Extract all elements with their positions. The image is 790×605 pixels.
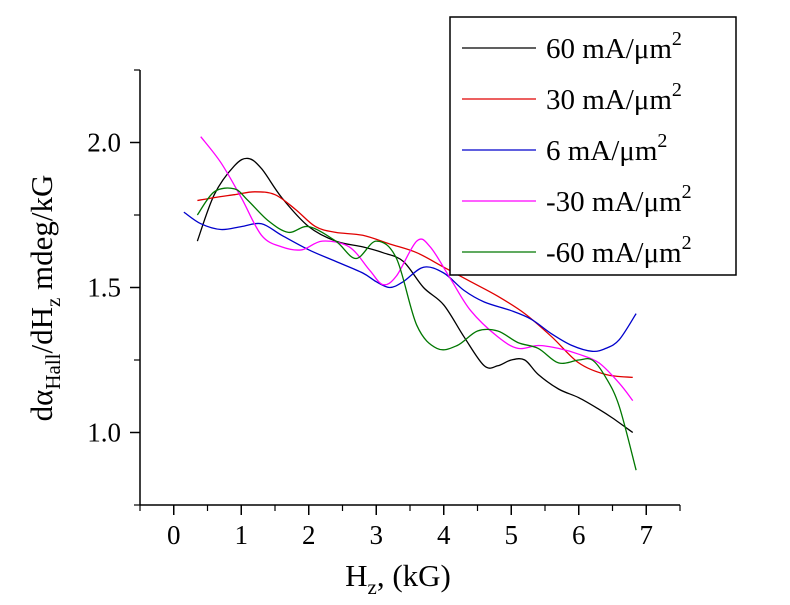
x-tick-label: 5	[505, 520, 519, 550]
legend-label-5: -60 mA/μm2	[546, 232, 692, 269]
x-tick-label: 4	[437, 520, 451, 550]
x-tick-label: 2	[302, 520, 316, 550]
series-line-1	[196, 157, 634, 434]
y-tick-label: 1.5	[87, 273, 121, 303]
legend-box	[449, 16, 737, 276]
x-tick-label: 1	[235, 520, 249, 550]
series-line-4	[200, 136, 634, 401]
x-tick-label: 3	[370, 520, 384, 550]
x-axis-title: Hz, (kG)	[345, 558, 451, 599]
legend-label-2: 30 mA/μm2	[546, 79, 682, 116]
x-tick-label: 6	[572, 520, 586, 550]
series-line-3	[183, 211, 637, 353]
y-axis-title: dαHall/dHz mdeg/kG	[24, 175, 65, 422]
legend-label-4: -30 mA/μm2	[546, 181, 692, 218]
y-tick-label: 2.0	[87, 128, 121, 158]
tick-labels: 0 1 2 3 4 5 6 7 1.0 1.5 2.0	[87, 128, 653, 551]
x-tick-label: 0	[167, 520, 181, 550]
legend-label-1: 60 mA/μm2	[546, 28, 682, 65]
axes	[130, 69, 681, 515]
legend: 60 mA/μm2 30 mA/μm2 6 mA/μm2 -30 mA/μm2 -60 …	[449, 16, 737, 276]
series-line-2	[197, 191, 633, 379]
x-tick-label: 7	[640, 520, 654, 550]
series-lines	[183, 136, 637, 471]
series-line-5	[196, 187, 637, 471]
y-tick-label: 1.0	[87, 418, 121, 448]
legend-label-3: 6 mA/μm2	[546, 130, 667, 167]
